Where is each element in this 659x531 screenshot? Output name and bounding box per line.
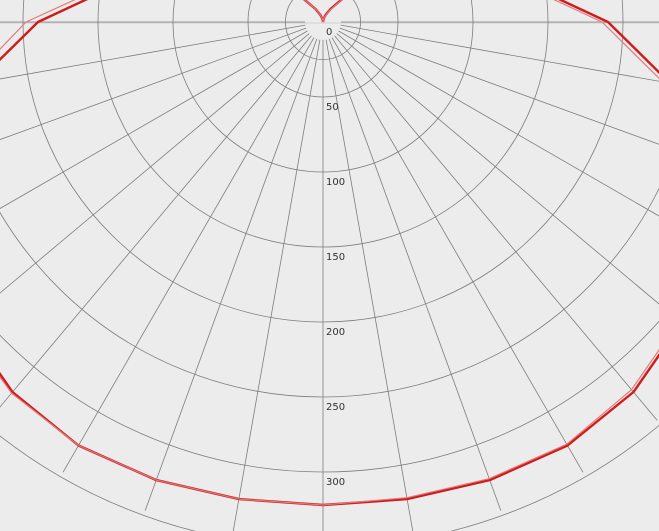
radial-tick-label-200: 200	[326, 327, 345, 338]
grid-spoke--40	[0, 35, 312, 408]
grid-spoke--70	[0, 27, 307, 140]
grid-spoke--10	[232, 39, 321, 531]
series-curve-2	[0, 0, 659, 506]
grid-spoke--20	[144, 38, 318, 511]
grid-spoke--30	[62, 37, 315, 473]
grid-spoke--50	[0, 33, 310, 294]
radial-tick-label-250: 250	[326, 402, 345, 413]
grid-spoke-20	[328, 38, 502, 511]
grid-spoke-30	[331, 37, 584, 473]
radial-tick-label-0: 0	[326, 27, 332, 38]
grid-spoke-10	[325, 39, 414, 531]
series-curves	[0, 0, 659, 507]
grid-spoke-80	[340, 24, 659, 82]
grid-spoke-50	[336, 33, 659, 305]
radial-tick-label-150: 150	[326, 252, 345, 263]
radial-tick-labels: 0 50 100 150 200 250 300	[326, 27, 345, 488]
grid-spoke-70	[339, 27, 659, 145]
radial-tick-label-50: 50	[326, 102, 339, 113]
radial-tick-label-300: 300	[326, 477, 345, 488]
grid-spoke--80	[0, 24, 306, 80]
radial-tick-label-100: 100	[326, 177, 345, 188]
grid-spoke-60	[338, 30, 659, 217]
grid-spoke--60	[0, 30, 308, 209]
grid-spoke-40	[334, 35, 658, 421]
